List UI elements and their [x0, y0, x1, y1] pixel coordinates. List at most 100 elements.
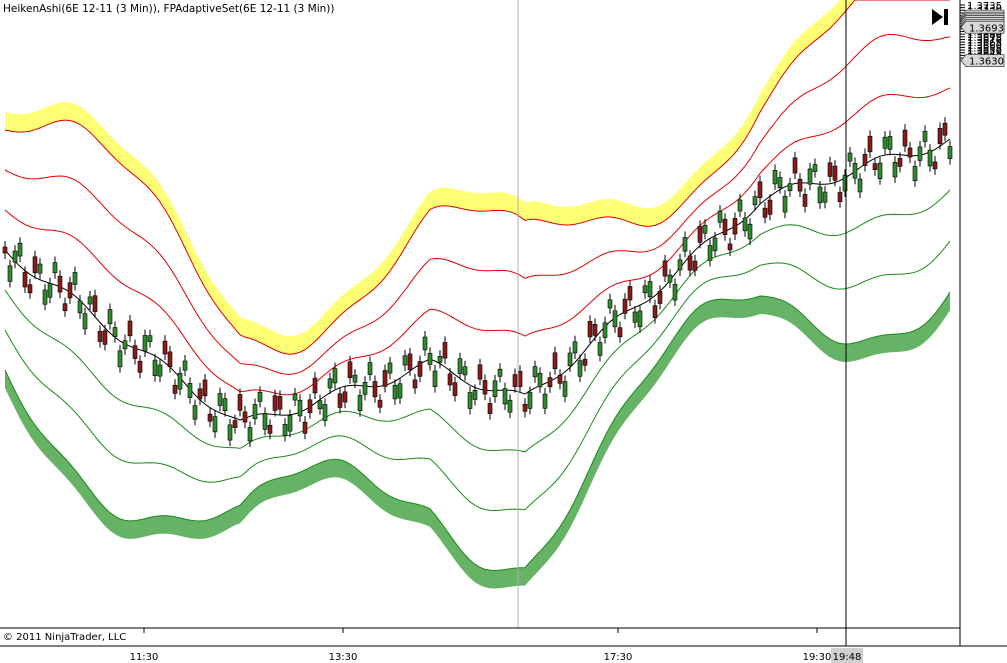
candle — [472, 384, 478, 406]
candle — [592, 318, 598, 342]
candle — [132, 339, 138, 365]
candle — [797, 173, 803, 198]
candle — [212, 410, 218, 438]
candle — [2, 241, 8, 259]
candle — [802, 188, 808, 213]
candle — [707, 239, 713, 267]
price-tick-label: 1.3655 — [967, 43, 1002, 54]
candle — [652, 299, 658, 324]
candle — [847, 147, 853, 168]
candle — [407, 347, 413, 376]
price-tick-label: 1.3650 — [967, 46, 1002, 57]
candle — [107, 303, 113, 330]
candle — [142, 329, 148, 358]
svg-text:19:48: 19:48 — [833, 652, 862, 663]
time-axis: 11:30 13:30 17:30 19:30 19:48 — [130, 628, 863, 663]
cursor-time-label: 19:48 — [831, 648, 863, 663]
candle — [837, 186, 843, 208]
candle — [337, 387, 343, 414]
candle — [347, 355, 353, 384]
price-tick-label: 1.3680 — [967, 30, 1002, 41]
candle — [612, 304, 618, 333]
candle — [747, 218, 753, 245]
candle — [517, 365, 523, 393]
candle — [342, 385, 348, 409]
candle — [322, 398, 328, 427]
candle — [327, 372, 333, 394]
candle — [57, 270, 63, 299]
candle — [522, 398, 528, 418]
candle — [237, 388, 243, 417]
candle — [217, 387, 223, 412]
candle — [567, 346, 573, 372]
candle — [582, 353, 588, 372]
candle — [157, 358, 163, 383]
candle — [737, 193, 743, 218]
candle — [832, 160, 838, 187]
candle — [492, 374, 498, 403]
price-marker: 1.3693 — [960, 20, 1005, 34]
candle — [97, 325, 103, 348]
candle — [922, 125, 928, 148]
candle — [192, 399, 198, 426]
candle — [87, 290, 93, 311]
price-tick-label: 1.3735 — [967, 1, 1002, 12]
candle — [692, 255, 698, 277]
candle — [292, 388, 298, 407]
candle — [812, 158, 818, 178]
candle — [452, 376, 458, 402]
candle — [587, 315, 593, 343]
candle — [602, 316, 608, 344]
candle — [367, 356, 373, 381]
candle — [562, 375, 568, 403]
candle — [697, 220, 703, 249]
candle — [632, 305, 638, 329]
lower-line-1 — [4, 189, 951, 453]
candle — [727, 237, 733, 256]
candle — [422, 331, 428, 356]
candle — [227, 418, 233, 447]
svg-text:1.3693: 1.3693 — [969, 23, 1004, 34]
candle — [377, 394, 383, 414]
candle — [197, 382, 203, 406]
candle — [907, 141, 913, 164]
adaptive-bands — [5, 0, 950, 589]
candle — [317, 394, 323, 415]
skip-to-end-icon[interactable] — [930, 8, 950, 26]
candle — [122, 334, 128, 355]
candle — [17, 237, 23, 263]
candle — [792, 151, 798, 180]
candle — [222, 392, 228, 417]
candle — [467, 386, 473, 415]
candle — [302, 416, 308, 440]
time-tick-label: 17:30 — [604, 652, 633, 663]
candle — [242, 405, 248, 429]
candle — [617, 321, 623, 343]
upper-line-3 — [4, 0, 950, 355]
candle — [417, 355, 423, 383]
candle — [282, 418, 288, 442]
price-tick-label: 1.3660 — [967, 41, 1002, 52]
candle — [352, 369, 358, 389]
svg-text:1.3630: 1.3630 — [969, 57, 1004, 68]
candle — [647, 275, 653, 303]
adaptive-lines — [4, 0, 951, 572]
candle — [427, 347, 433, 371]
upper-line-2 — [4, 33, 951, 375]
candle — [512, 368, 518, 393]
price-tick-label: 1.3675 — [967, 33, 1002, 44]
candle — [622, 293, 628, 320]
candle — [22, 266, 28, 294]
candle — [127, 314, 133, 342]
candle — [487, 397, 493, 420]
price-tick-label: 1.3670 — [967, 35, 1002, 46]
candle — [37, 258, 43, 280]
candle — [822, 186, 828, 209]
candle — [677, 253, 683, 276]
lower-line-2 — [4, 240, 951, 512]
candle — [117, 344, 123, 373]
candle — [457, 352, 463, 380]
candle — [247, 421, 253, 448]
candle — [777, 171, 783, 194]
